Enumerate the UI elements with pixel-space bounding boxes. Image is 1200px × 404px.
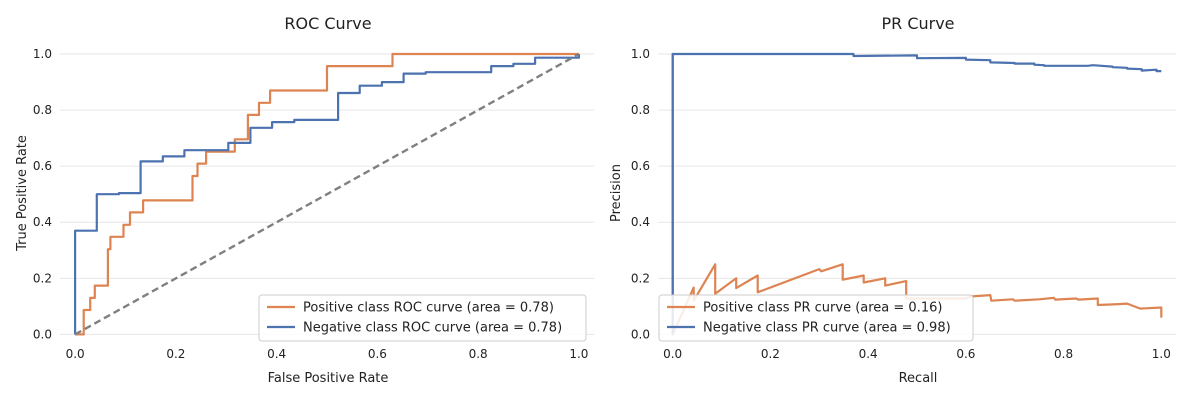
- pr-legend: Positive class PR curve (area = 0.16) Neg…: [658, 294, 974, 342]
- roc-legend-label: Positive class ROC curve (area = 0.78): [303, 301, 554, 316]
- pr-series-line-0: [671, 52, 1163, 336]
- pr-y-tick-label: 0.6: [631, 159, 650, 173]
- roc-y-tick-label: 0.6: [33, 159, 52, 173]
- roc-series-line-0: [75, 52, 579, 336]
- roc-legend-label: Negative class ROC curve (area = 0.78): [303, 321, 562, 336]
- pr-x-tick-label: 0.2: [761, 347, 780, 361]
- roc-x-tick-label: 0.4: [267, 347, 286, 361]
- roc-x-axis-label: False Positive Rate: [268, 371, 389, 386]
- pr-x-tick-label: 1.0: [1152, 347, 1171, 361]
- pr-y-tick-label: 0.8: [631, 103, 650, 117]
- roc-x-tick-label: 1.0: [569, 347, 588, 361]
- roc-x-tick-label: 0.6: [368, 347, 387, 361]
- roc-y-axis-label: True Positive Rate: [15, 135, 30, 252]
- pr-legend-label: Positive class PR curve (area = 0.16): [703, 301, 942, 316]
- roc-chart-panel: 0.0 0.2 0.4 0.6 0.8 1.0 0.0 0.2 0.4 0.6 0.8 1.0 ROC …: [15, 14, 594, 386]
- pr-series-line-1: [671, 52, 1162, 335]
- pr-x-tick-label: 0.6: [956, 347, 975, 361]
- pr-y-axis-label: Precision: [609, 164, 624, 222]
- pr-x-tick-label: 0.8: [1054, 347, 1073, 361]
- roc-y-tick-label: 1.0: [33, 47, 52, 61]
- roc-y-tick-label: 0.0: [33, 327, 52, 341]
- roc-series-line-1: [73, 54, 581, 335]
- pr-chart-title: PR Curve: [881, 14, 954, 33]
- roc-legend: Positive class ROC curve (area = 0.78) Ne…: [258, 294, 587, 342]
- roc-legend-box: [258, 294, 587, 342]
- pr-legend-label: Negative class PR curve (area = 0.98): [703, 321, 951, 336]
- pr-y-tick-label: 0.0: [631, 327, 650, 341]
- pr-x-tick-label: 0.0: [663, 347, 682, 361]
- pr-y-tick-label: 1.0: [631, 47, 650, 61]
- roc-chart-title: ROC Curve: [284, 14, 371, 33]
- roc-y-tick-label: 0.4: [33, 215, 52, 229]
- pr-legend-box: [658, 294, 974, 342]
- roc-chance-diagonal-line: [74, 52, 580, 336]
- pr-chart-panel: 0.0 0.2 0.4 0.6 0.8 1.0 0.0 0.2 0.4 0.6 0.8 1.0 PR C…: [609, 14, 1176, 386]
- roc-x-tick-label: 0.2: [166, 347, 185, 361]
- roc-y-tick-label: 0.8: [33, 103, 52, 117]
- pr-y-tick-label: 0.4: [631, 215, 650, 229]
- pr-x-axis-label: Recall: [899, 371, 938, 386]
- roc-x-tick-label: 0.8: [469, 347, 488, 361]
- roc-x-tick-label: 0.0: [66, 347, 85, 361]
- pr-y-tick-label: 0.2: [631, 271, 650, 285]
- roc-y-tick-label: 0.2: [33, 271, 52, 285]
- pr-x-tick-label: 0.4: [859, 347, 878, 361]
